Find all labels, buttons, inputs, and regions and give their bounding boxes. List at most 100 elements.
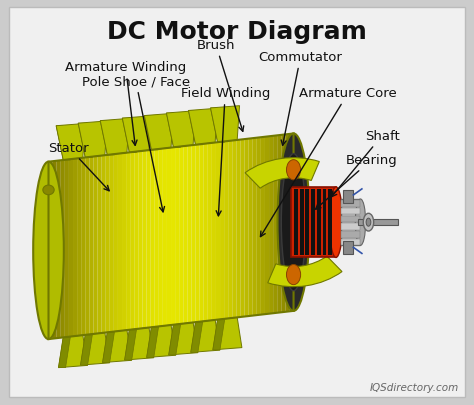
Ellipse shape [286,160,301,180]
Text: IQSdirectory.com: IQSdirectory.com [369,382,458,392]
Polygon shape [90,157,93,335]
Ellipse shape [281,154,306,291]
Polygon shape [210,109,225,143]
Polygon shape [125,330,137,360]
Wedge shape [268,256,342,287]
Polygon shape [196,145,200,322]
Polygon shape [232,141,237,318]
Polygon shape [277,136,281,313]
Bar [341,232,360,238]
Polygon shape [210,107,239,143]
Polygon shape [183,146,187,324]
Text: Armature Core: Armature Core [260,87,397,237]
Polygon shape [285,134,290,312]
Polygon shape [228,141,232,319]
Polygon shape [102,330,132,362]
Polygon shape [208,143,212,321]
Polygon shape [166,111,195,148]
Bar [341,216,360,223]
Polygon shape [81,335,92,365]
Polygon shape [65,160,69,337]
Polygon shape [125,328,154,360]
Text: Pole Shoe / Face: Pole Shoe / Face [82,75,190,212]
Polygon shape [100,119,129,156]
Bar [291,188,336,258]
Polygon shape [175,147,179,325]
Wedge shape [245,158,319,189]
Bar [341,209,360,215]
Ellipse shape [356,200,365,246]
Polygon shape [77,158,81,336]
Polygon shape [56,126,70,161]
Bar [300,190,303,256]
Polygon shape [204,144,208,322]
Polygon shape [56,124,85,161]
Polygon shape [269,136,273,314]
Polygon shape [216,143,220,320]
Polygon shape [237,140,240,318]
Polygon shape [257,138,261,315]
Polygon shape [189,111,202,145]
Polygon shape [78,124,92,158]
Bar [341,239,360,246]
Bar [358,220,398,226]
Polygon shape [240,140,245,317]
Ellipse shape [33,162,64,339]
Polygon shape [189,109,218,145]
Bar [328,190,332,256]
Bar [323,190,327,256]
Bar [341,200,360,246]
Polygon shape [118,154,122,331]
Polygon shape [245,139,249,317]
Polygon shape [98,156,101,334]
Polygon shape [134,152,138,329]
Polygon shape [147,327,158,358]
Polygon shape [100,122,114,156]
Polygon shape [48,162,53,339]
Text: Brush: Brush [197,39,244,132]
Polygon shape [169,325,181,355]
Ellipse shape [366,219,371,227]
Ellipse shape [329,188,343,258]
Polygon shape [155,149,159,327]
Polygon shape [53,161,57,339]
Polygon shape [212,143,216,320]
Text: Stator: Stator [48,142,109,191]
Polygon shape [85,158,90,335]
Polygon shape [122,119,137,153]
Polygon shape [281,135,285,313]
Polygon shape [163,149,167,326]
Polygon shape [143,151,146,328]
Bar [343,242,354,255]
Polygon shape [187,146,191,323]
Polygon shape [126,153,130,330]
Polygon shape [73,159,77,337]
Polygon shape [224,142,228,319]
Ellipse shape [277,134,310,311]
Polygon shape [145,116,158,150]
Bar [311,190,315,256]
Text: Commutator: Commutator [259,51,343,146]
Text: Shaft: Shaft [332,130,400,197]
Bar [341,201,360,207]
Polygon shape [213,318,242,350]
Polygon shape [200,145,204,322]
Polygon shape [58,338,70,368]
Ellipse shape [286,265,301,285]
Polygon shape [57,161,61,338]
Bar [341,224,360,230]
Polygon shape [179,147,183,324]
Polygon shape [114,154,118,332]
Polygon shape [167,148,171,326]
Polygon shape [249,139,253,316]
Text: Field Winding: Field Winding [181,87,270,216]
Polygon shape [93,157,98,334]
Polygon shape [110,155,114,332]
Bar [317,190,321,256]
Polygon shape [106,155,110,333]
Polygon shape [191,320,220,352]
Polygon shape [145,114,173,150]
Polygon shape [102,333,114,362]
Polygon shape [191,322,202,352]
Text: Bearing: Bearing [316,154,397,210]
